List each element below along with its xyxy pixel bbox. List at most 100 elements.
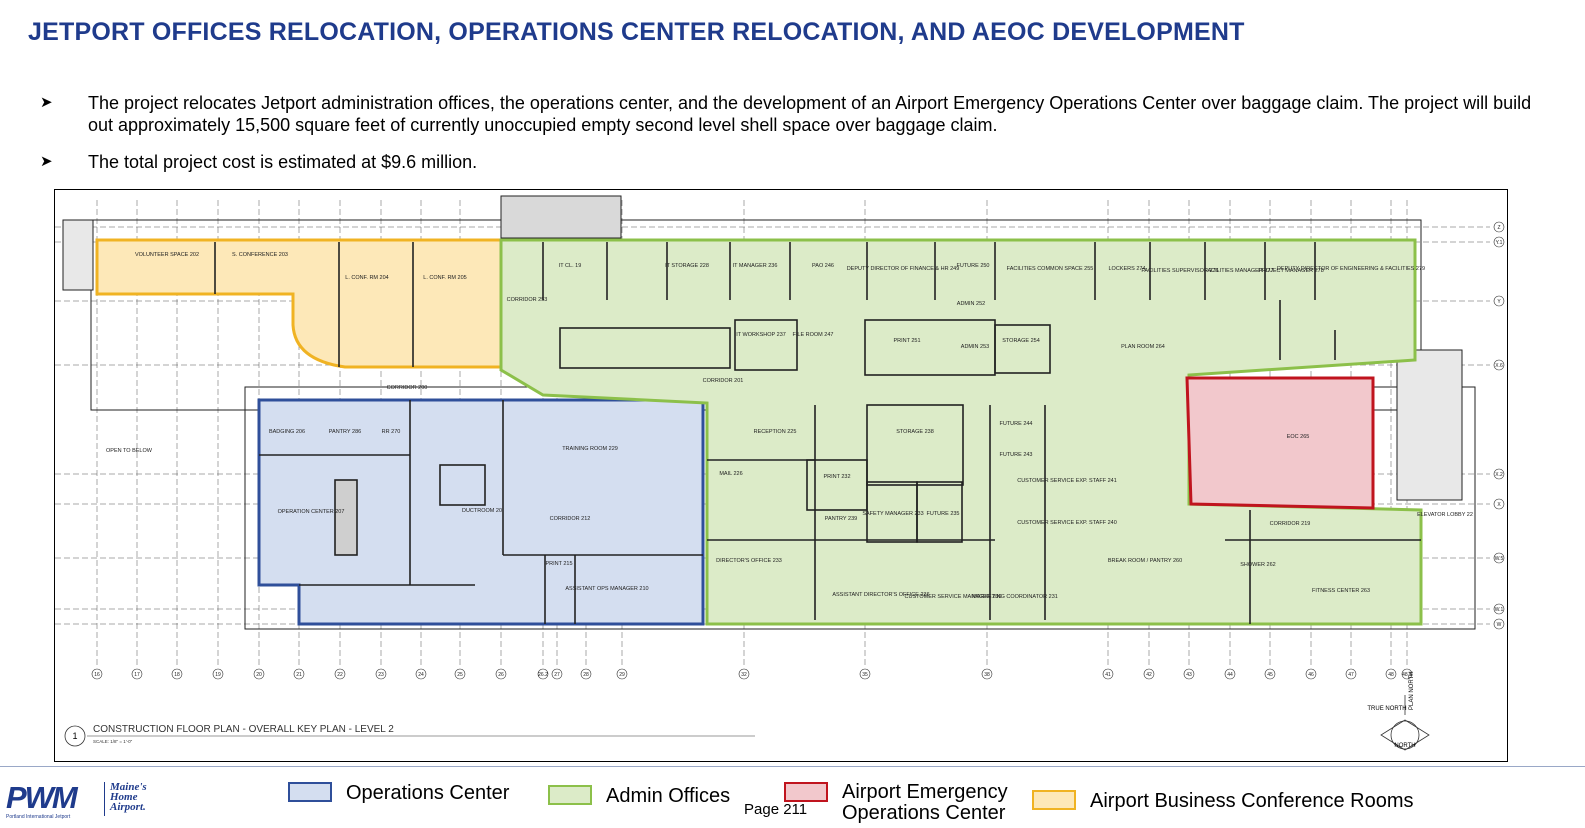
svg-text:16: 16: [94, 672, 100, 678]
room-label: ELEVATOR LOBBY 22: [1417, 512, 1473, 518]
svg-text:W.1: W.1: [1495, 607, 1504, 613]
room-label: ADMIN 253: [961, 344, 989, 350]
room-label: CORRIDOR 219: [1270, 521, 1311, 527]
svg-text:43: 43: [1186, 672, 1192, 678]
legend-swatch: [288, 782, 332, 802]
room-label: EOC 265: [1287, 434, 1310, 440]
svg-text:W: W: [1497, 622, 1502, 628]
svg-text:18: 18: [174, 672, 180, 678]
legend-conference: Airport Business Conference Rooms: [1032, 790, 1413, 812]
svg-text:48.5: 48.5: [1402, 672, 1412, 678]
svg-text:26: 26: [498, 672, 504, 678]
svg-text:25: 25: [457, 672, 463, 678]
grid-row-bubbles: Z Y.1 Y X.6 X.2 X W.5 W.1 W: [1493, 221, 1505, 630]
grid-bubble: 41: [1102, 668, 1114, 680]
grid-bubble: Z: [1493, 221, 1505, 233]
room-label: IT CL. 19: [559, 263, 582, 269]
svg-text:48: 48: [1388, 672, 1394, 678]
grid-bubble: Y.1: [1493, 236, 1505, 248]
grid-bubble: 29: [616, 668, 628, 680]
grid-bubble: 20: [253, 668, 265, 680]
room-label: CORRIDOR 212: [550, 516, 591, 522]
svg-text:26.2: 26.2: [538, 672, 548, 678]
logo-subtitle: Portland International Jetport: [6, 814, 71, 820]
room-label: FUTURE 235: [926, 511, 959, 517]
grid-column-bubbles: 16 17 18 19 20 21 22 23 24 25 26 26.2 27…: [91, 668, 1413, 680]
room-label: L. CONF. RM 204: [345, 275, 388, 281]
room-label: ADMIN 252: [957, 301, 985, 307]
svg-text:23: 23: [378, 672, 384, 678]
room-label: SHOWER 262: [1240, 562, 1275, 568]
room-label: LOCKERS 274: [1109, 266, 1146, 272]
footer-divider: [0, 766, 1585, 767]
svg-text:W.5: W.5: [1495, 556, 1504, 562]
legend-label: Admin Offices: [606, 785, 731, 807]
svg-text:Y.1: Y.1: [1496, 240, 1503, 246]
room-label: S. CONFERENCE 203: [232, 252, 288, 258]
room-label: MARKETING COORDINATOR 231: [972, 594, 1058, 600]
room-label: IT WORKSHOP 237: [736, 332, 786, 338]
svg-text:Z: Z: [1497, 225, 1500, 231]
svg-text:29: 29: [619, 672, 625, 678]
room-label: ASSISTANT OPS MANAGER 210: [565, 586, 648, 592]
grid-bubble: 35: [859, 668, 871, 680]
caption-number: 1: [72, 731, 77, 741]
room-label: MAIL 226: [719, 471, 742, 477]
grid-bubble: X: [1493, 498, 1505, 510]
svg-text:42: 42: [1146, 672, 1152, 678]
caption-text: CONSTRUCTION FLOOR PLAN - OVERALL KEY PL…: [93, 724, 394, 735]
room-label: FACILITIES MANAGER 277: [1204, 268, 1273, 274]
svg-text:38: 38: [984, 672, 990, 678]
room-label: FACILITIES SUPERVISOR 276: [1141, 268, 1218, 274]
svg-text:35: 35: [862, 672, 868, 678]
svg-text:X.2: X.2: [1495, 472, 1503, 478]
floor-plan: VOLUNTEER SPACE 202 S. CONFERENCE 203 L.…: [54, 189, 1508, 762]
grid-bubble: Y: [1493, 295, 1505, 307]
svg-text:41: 41: [1105, 672, 1111, 678]
admin-offices-zone: [499, 238, 1423, 626]
legend-swatch: [548, 785, 592, 805]
room-label: DUCTROOM 20: [462, 508, 502, 514]
legend-label: Operations Center: [346, 782, 510, 804]
grid-bubble: 45: [1264, 668, 1276, 680]
svg-text:47: 47: [1348, 672, 1354, 678]
logo-divider: [104, 782, 105, 816]
plan-north-label: PLAN NORTH: [1409, 671, 1415, 710]
room-label: DEPUTY DIRECTOR OF ENGINEERING & FACILIT…: [1277, 266, 1425, 272]
north-arrow-icon: NORTH TRUE NORTH PLAN NORTH: [1367, 671, 1430, 751]
room-label: FUTURE 250: [956, 263, 989, 269]
room-label: RECEPTION 225: [754, 429, 797, 435]
svg-text:24: 24: [418, 672, 424, 678]
room-label: FACILITIES COMMON SPACE 255: [1007, 266, 1094, 272]
grid-bubble: 38: [981, 668, 993, 680]
legend-aeoc: Airport Emergency Operations Center: [784, 782, 1022, 824]
caption-scale: SCALE: 1/8" = 1'-0": [93, 739, 133, 744]
grid-bubble: 32: [738, 668, 750, 680]
legend-swatch: [1032, 790, 1076, 810]
pwm-logo: PWM Portland International Jetport Maine…: [6, 780, 166, 820]
svg-text:17: 17: [134, 672, 140, 678]
grid-bubble: 26.2: [537, 668, 549, 680]
room-label: CUSTOMER SERVICE EXP. STAFF 240: [1017, 520, 1117, 526]
room-label: PRINT 251: [893, 338, 920, 344]
room-label: L. CONF. RM 205: [423, 275, 466, 281]
room-label: STORAGE 238: [896, 429, 934, 435]
room-label: DEPUTY DIRECTOR OF FINANCE & HR 249: [847, 266, 960, 272]
grid-bubble: 17: [131, 668, 143, 680]
room-label: FUTURE 244: [999, 421, 1032, 427]
grid-bubble: 44: [1224, 668, 1236, 680]
bullet-text: The project relocates Jetport administra…: [88, 93, 1532, 135]
logo-tagline: Maine's Home Airport.: [110, 781, 147, 813]
room-label: CORRIDOR 253: [507, 297, 548, 303]
room-label: FITNESS CENTER 263: [1312, 588, 1370, 594]
room-label: BADGING 206: [269, 429, 305, 435]
room-label: IT STORAGE 228: [665, 263, 709, 269]
grid-bubble: 28: [580, 668, 592, 680]
grid-bubble: 27: [551, 668, 563, 680]
grid-bubble: 19: [212, 668, 224, 680]
room-label: FILE ROOM 247: [793, 332, 834, 338]
grid-bubble: 24: [415, 668, 427, 680]
legend-admin: Admin Offices: [548, 785, 730, 807]
room-label: PRINT 232: [823, 474, 850, 480]
room-label: DIRECTOR'S OFFICE 233: [716, 558, 782, 564]
